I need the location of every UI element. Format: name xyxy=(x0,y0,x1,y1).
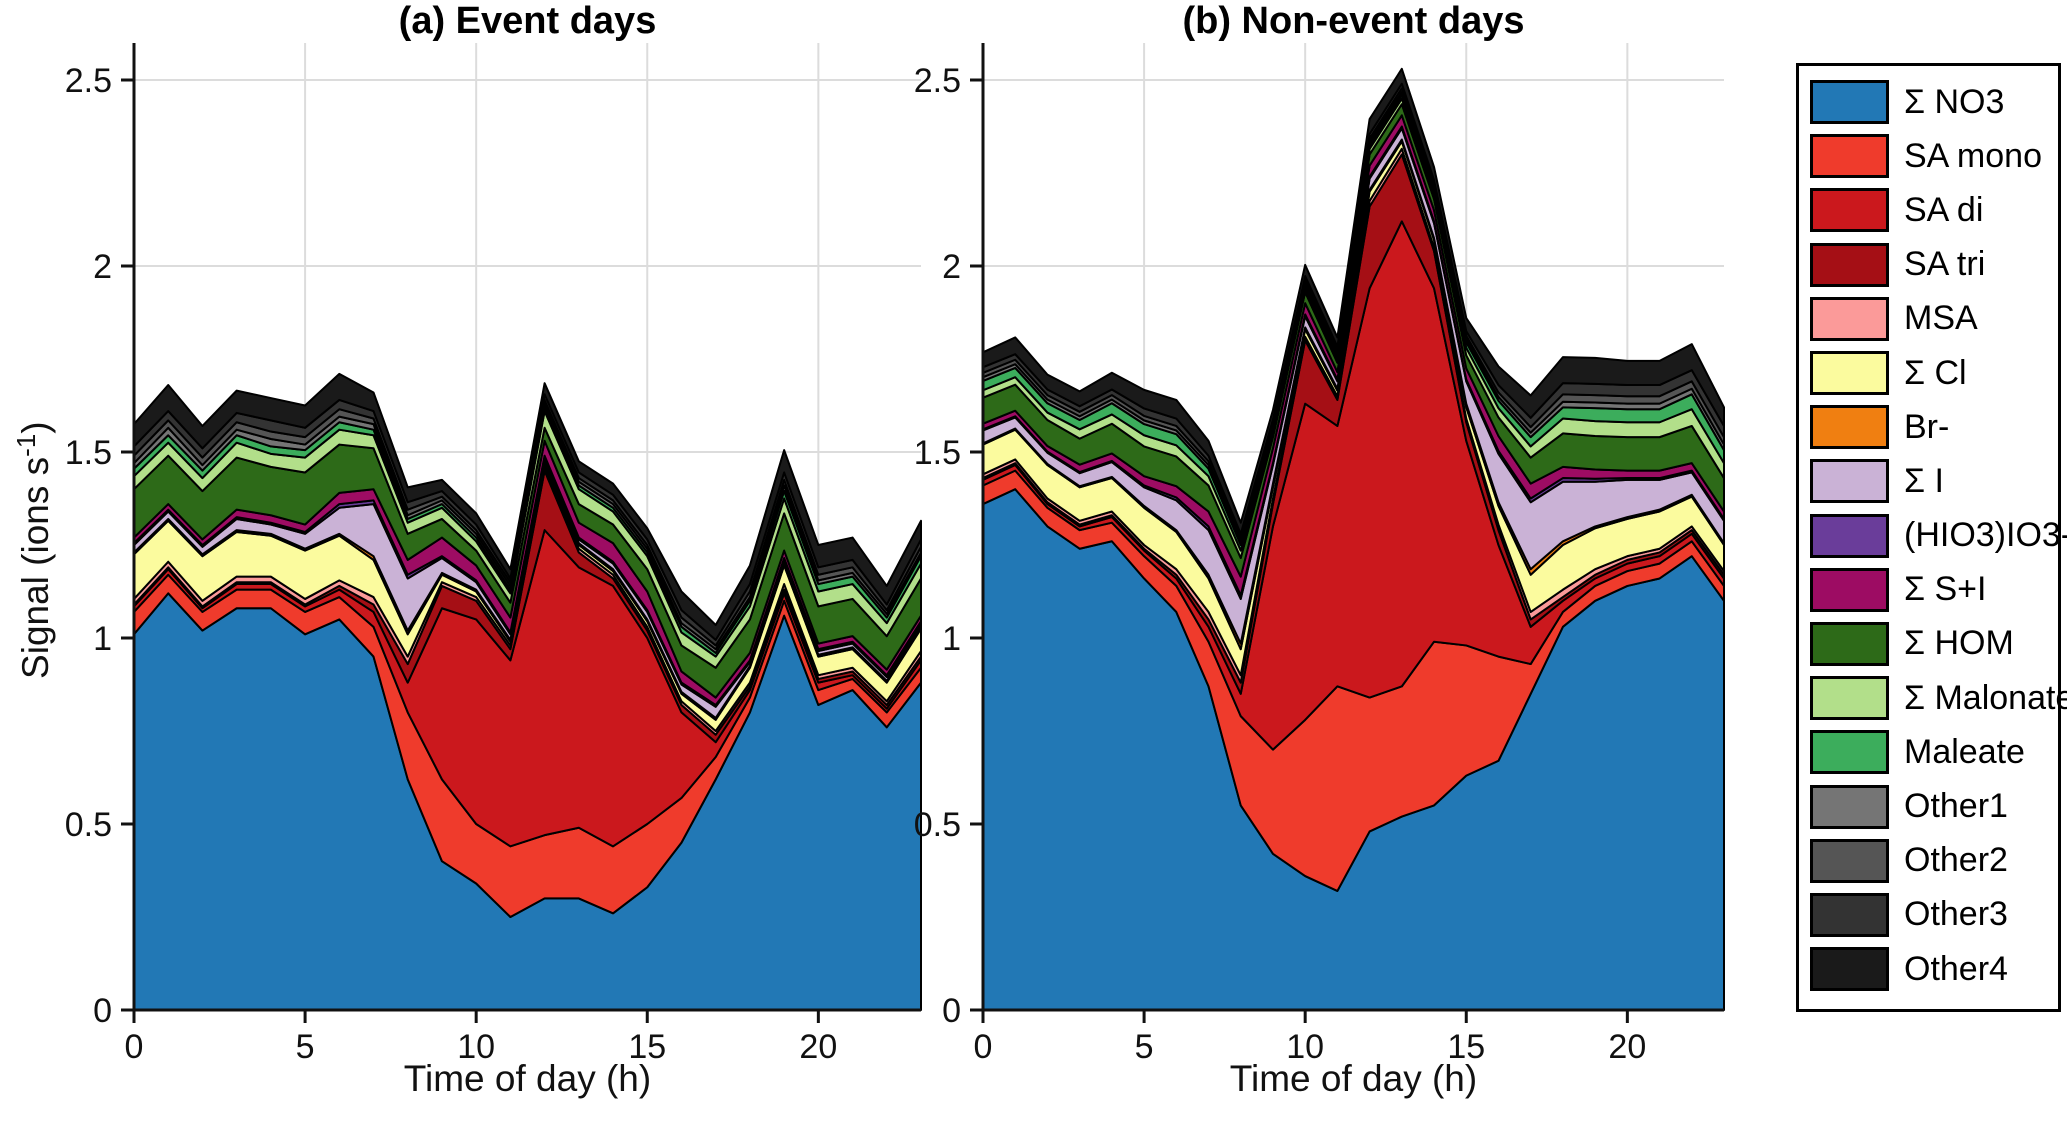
x-tick-label: 10 xyxy=(1286,1028,1324,1066)
legend-swatch xyxy=(1810,892,1889,937)
x-tick-label: 20 xyxy=(1608,1028,1646,1066)
y-tick-label: 2.5 xyxy=(914,62,961,100)
y-tick-label: 2.5 xyxy=(65,62,112,100)
chart-b-title: (b) Non-event days xyxy=(1182,0,1525,42)
legend-item-label: Σ Cl xyxy=(1904,353,1967,392)
legend-item: Σ HOM xyxy=(1810,617,2058,671)
legend-swatch xyxy=(1810,567,1889,612)
legend-item-label: Σ HOM xyxy=(1904,624,2014,663)
legend-item-label: Other3 xyxy=(1904,895,2008,934)
legend-item: Other1 xyxy=(1810,779,2058,833)
legend-item: Other2 xyxy=(1810,834,2058,888)
legend-item-label: Other4 xyxy=(1904,949,2008,988)
legend-swatch xyxy=(1810,676,1889,721)
chart-a-x-axis-label: Time of day (h) xyxy=(403,1058,652,1099)
legend-item: MSA xyxy=(1810,292,2058,346)
legend-item-label: Σ S+I xyxy=(1904,570,1987,609)
y-axis-label-superscript: -1 xyxy=(10,433,41,457)
y-tick-label: 1.5 xyxy=(914,434,961,472)
legend-swatch xyxy=(1810,459,1889,504)
x-tick-label: 5 xyxy=(296,1028,315,1066)
legend-swatch xyxy=(1810,134,1889,179)
legend-item: Br- xyxy=(1810,400,2058,454)
legend-swatch xyxy=(1810,296,1889,341)
y-axis-label: Signal (ions s-1) xyxy=(11,270,57,830)
y-tick-label: 1 xyxy=(93,620,112,658)
legend-swatch xyxy=(1810,730,1889,775)
legend-item: Σ S+I xyxy=(1810,563,2058,617)
y-tick-label: 2 xyxy=(942,248,961,286)
legend-item: Σ NO3 xyxy=(1810,75,2058,129)
legend-item: Other3 xyxy=(1810,888,2058,942)
legend-swatch xyxy=(1810,80,1889,125)
legend-item: Σ I xyxy=(1810,454,2058,508)
legend-item-label: Σ NO3 xyxy=(1904,82,2005,121)
legend-item-label: SA mono xyxy=(1904,136,2042,175)
legend-item-label: Σ Malonate xyxy=(1904,678,2067,717)
x-tick-label: 10 xyxy=(457,1028,495,1066)
y-tick-label: 0 xyxy=(942,992,961,1030)
legend-swatch xyxy=(1810,405,1889,450)
legend-item: SA mono xyxy=(1810,129,2058,183)
legend-list: Σ NO3 SA mono SA di SA tri MSA Σ Cl Br- xyxy=(1799,66,2067,996)
area-series-other4 xyxy=(982,67,1725,535)
chart-a-title: (a) Event days xyxy=(398,0,657,42)
legend-item-label: Σ I xyxy=(1904,461,1944,500)
legend-swatch xyxy=(1810,188,1889,233)
y-axis-label-text: Signal (ions s xyxy=(15,456,57,679)
legend-swatch xyxy=(1810,947,1889,992)
legend-swatch xyxy=(1810,838,1889,883)
chart-b-x-axis-label: Time of day (h) xyxy=(1229,1058,1478,1099)
x-tick-label: 0 xyxy=(125,1028,144,1066)
legend-item-label: MSA xyxy=(1904,299,1978,338)
x-tick-label: 0 xyxy=(974,1028,993,1066)
legend-item: (HIO3)IO3- xyxy=(1810,509,2067,563)
legend-item: Maleate xyxy=(1810,725,2058,779)
legend-swatch xyxy=(1810,513,1889,558)
legend-item-label: Other1 xyxy=(1904,787,2008,826)
legend-swatch xyxy=(1810,784,1889,829)
legend-item-label: Br- xyxy=(1904,407,1950,446)
legend-item: SA di xyxy=(1810,183,2058,237)
x-tick-label: 20 xyxy=(799,1028,837,1066)
area-series-other4 xyxy=(133,372,922,641)
y-tick-label: 2 xyxy=(93,248,112,286)
legend-item-label: Other2 xyxy=(1904,841,2008,880)
legend-item: SA tri xyxy=(1810,238,2058,292)
y-tick-label: 0 xyxy=(93,992,112,1030)
legend-item-label: SA tri xyxy=(1904,245,1986,284)
y-tick-label: 0.5 xyxy=(914,806,961,844)
legend-item-label: Maleate xyxy=(1904,732,2025,771)
y-axis-label-close: ) xyxy=(15,421,57,434)
legend-item-label: SA di xyxy=(1904,190,1984,229)
legend-swatch xyxy=(1810,351,1889,396)
legend-item: Σ Malonate xyxy=(1810,671,2067,725)
legend-item: Σ Cl xyxy=(1810,346,2058,400)
legend-swatch xyxy=(1810,242,1889,287)
x-tick-label: 5 xyxy=(1135,1028,1154,1066)
legend-swatch xyxy=(1810,621,1889,666)
legend-item-label: (HIO3)IO3- xyxy=(1904,516,2067,555)
legend-item: Other4 xyxy=(1810,942,2058,996)
y-tick-label: 1.5 xyxy=(65,434,112,472)
y-tick-label: 1 xyxy=(942,620,961,658)
x-tick-label: 15 xyxy=(628,1028,666,1066)
legend-box: Σ NO3 SA mono SA di SA tri MSA Σ Cl Br- xyxy=(1796,63,2067,1012)
x-tick-label: 15 xyxy=(1447,1028,1485,1066)
y-tick-label: 0.5 xyxy=(65,806,112,844)
